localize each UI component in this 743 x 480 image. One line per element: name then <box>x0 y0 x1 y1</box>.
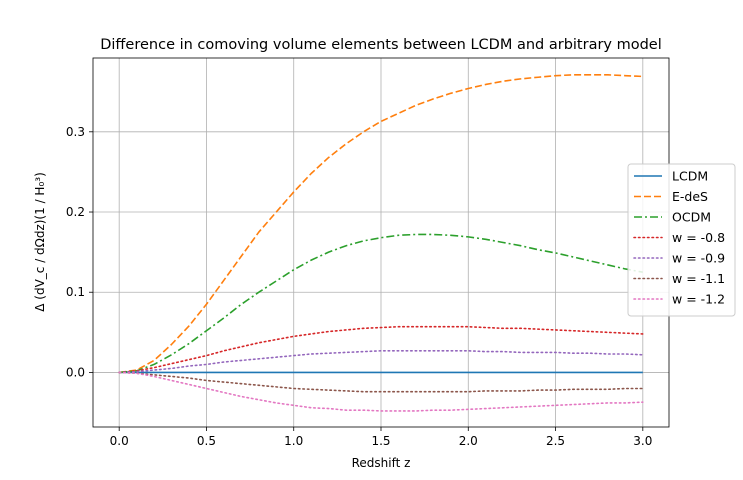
legend-label-w-0-8: w = -0.8 <box>672 230 725 245</box>
y-tick-label: 0.2 <box>66 205 85 219</box>
x-tick-label: 2.5 <box>546 434 565 448</box>
x-tick-label: 0.0 <box>110 434 129 448</box>
series-line-w-0-8 <box>118 325 644 374</box>
x-tick-label: 1.5 <box>371 434 390 448</box>
x-tick-label: 2.0 <box>459 434 478 448</box>
series-line-ocdm <box>119 233 643 374</box>
x-axis-label: Redshift z <box>352 456 411 470</box>
legend-box <box>627 163 736 317</box>
legend: LCDM E-deS OCDM w = -0.8 w = -0.9 w = -1.1 w =… <box>627 163 736 317</box>
series-lines <box>118 74 644 412</box>
y-tick-label: 0.0 <box>66 365 85 379</box>
y-tick-label: 0.3 <box>66 125 85 139</box>
legend-label-w-1-2: w = -1.2 <box>672 292 725 307</box>
y-axis-ticks: 0.0 0.1 0.2 0.3 <box>66 125 93 379</box>
series-line-w-1-2 <box>118 371 644 412</box>
x-axis-ticks: 0.0 0.5 1.0 1.5 2.0 2.5 3.0 <box>110 427 652 448</box>
grid-lines <box>93 58 669 427</box>
series-line-w-1-1 <box>118 371 644 393</box>
legend-items: LCDM E-deS OCDM w = -0.8 w = -0.9 w = -1.1 w =… <box>633 169 725 307</box>
series-line-w-0-9 <box>118 349 644 374</box>
legend-label-e-des: E-deS <box>672 189 708 204</box>
legend-label-ocdm: OCDM <box>672 210 711 225</box>
series-line-e-des <box>119 74 643 374</box>
x-tick-label: 3.0 <box>633 434 652 448</box>
y-axis-label: Δ (dV_c / dΩdz)(1 / H₀³) <box>33 172 47 312</box>
y-tick-label: 0.1 <box>66 285 85 299</box>
x-tick-label: 1.0 <box>284 434 303 448</box>
legend-label-w-1-1: w = -1.1 <box>672 271 725 286</box>
legend-label-w-0-9: w = -0.9 <box>672 251 725 266</box>
chart-title: Difference in comoving volume elements b… <box>100 37 662 53</box>
x-tick-label: 0.5 <box>197 434 216 448</box>
legend-label-lcdm: LCDM <box>672 169 708 184</box>
